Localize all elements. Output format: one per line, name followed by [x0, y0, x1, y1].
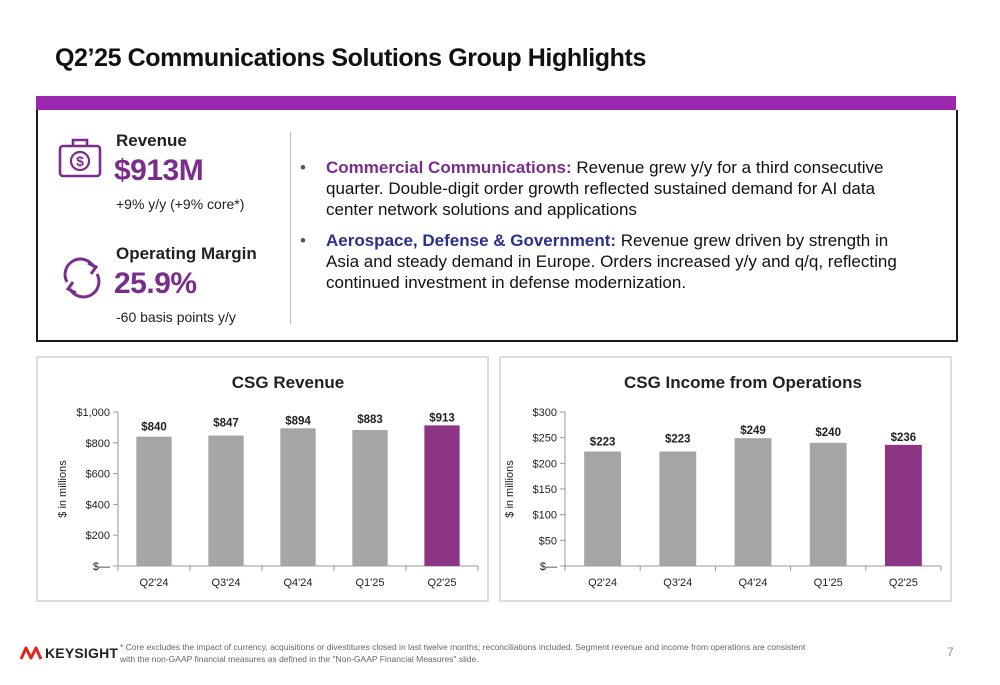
x-tick-label: Q3'24: [211, 577, 240, 589]
x-tick-label: Q2'25: [889, 577, 918, 589]
x-tick-label: Q2'24: [139, 577, 168, 589]
data-label: $240: [815, 427, 841, 439]
x-tick-label: Q4'24: [738, 577, 767, 589]
bar-Q225: [424, 425, 460, 566]
page-number: 7: [947, 645, 954, 659]
y-axis-label: $ in millions: [504, 460, 516, 518]
bullet-dot: •: [300, 231, 306, 250]
y-axis-label: $ in millions: [57, 460, 69, 518]
keysight-logo: KEYSIGHT: [20, 645, 118, 661]
data-label: $249: [740, 425, 766, 437]
y-tick-label: $1,000: [76, 407, 110, 419]
bullet-text: Revenue grew y/y for a third consecutive…: [326, 158, 884, 219]
y-tick-label: $600: [86, 469, 110, 481]
y-tick-label: $250: [533, 433, 557, 445]
bullet-dot: •: [300, 158, 306, 177]
revenue-label: Revenue: [116, 131, 187, 150]
y-tick-label: $400: [86, 499, 110, 511]
revenue-value: $913M: [114, 154, 204, 187]
data-label: $883: [357, 414, 383, 426]
bar-Q125: [352, 430, 388, 566]
x-tick-label: Q4'24: [283, 577, 312, 589]
chart-title: CSG Revenue: [232, 373, 344, 392]
bullet-text: Revenue grew driven by strength in Asia …: [326, 231, 897, 292]
chart-title: CSG Income from Operations: [624, 373, 862, 392]
bar-Q225: [884, 444, 922, 566]
logo-text: KEYSIGHT: [45, 645, 119, 661]
data-label: $913: [429, 412, 455, 424]
y-tick-label: $100: [533, 510, 557, 522]
bullet-aerospace-defense: • Aerospace, Defense & Government: Revenu…: [300, 230, 900, 293]
y-tick-label: $—: [540, 561, 557, 573]
data-label: $840: [141, 422, 167, 434]
bar-Q125: [809, 442, 847, 566]
highlight-bullets: • Commercial Communications: Revenue grew…: [300, 157, 900, 303]
y-tick-label: $300: [533, 407, 557, 419]
y-tick-label: $200: [533, 458, 557, 470]
svg-text:$: $: [76, 153, 84, 169]
bullet-heading: Aerospace, Defense & Government:: [326, 231, 617, 250]
operating-margin-change: -60 basis points y/y: [116, 309, 236, 325]
y-tick-label: $200: [86, 530, 110, 542]
x-tick-label: Q3'24: [663, 577, 692, 589]
refresh-cycle-icon: [63, 257, 101, 299]
x-tick-label: Q2'25: [427, 577, 456, 589]
bar-Q424: [280, 428, 316, 566]
y-tick-label: $—: [93, 561, 110, 573]
csg-revenue-chart: CSG Revenue $ in millions $— $200 $400 $600 $8…: [57, 373, 479, 589]
csg-income-chart: CSG Income from Operations $ in millions $…: [504, 373, 942, 589]
data-label: $847: [213, 418, 239, 430]
bar-Q224: [584, 451, 622, 566]
bar-Q424: [734, 438, 772, 566]
data-label: $223: [590, 437, 616, 449]
keysight-wave-icon: [20, 646, 42, 660]
divider: [290, 132, 291, 324]
bullet-commercial-communications: • Commercial Communications: Revenue grew…: [300, 157, 900, 220]
csg-revenue-chart-panel: CSG Revenue $ in millions $— $200 $400 $600 $8…: [36, 356, 489, 602]
csg-income-chart-panel: CSG Income from Operations $ in millions $…: [499, 356, 952, 602]
bullet-heading: Commercial Communications:: [326, 158, 572, 177]
operating-margin-label: Operating Margin: [116, 244, 257, 263]
x-tick-label: Q1'25: [355, 577, 384, 589]
x-tick-label: Q1'25: [814, 577, 843, 589]
data-label: $894: [285, 415, 311, 427]
revenue-growth: +9% y/y (+9% core*): [116, 196, 245, 212]
data-label: $223: [665, 434, 691, 446]
footnote: * Core excludes the impact of currency, …: [120, 642, 806, 664]
bar-Q224: [136, 436, 172, 566]
money-bag-icon: $: [58, 138, 102, 178]
slide-title: Q2’25 Communications Solutions Group Hig…: [55, 44, 646, 72]
y-tick-label: $800: [86, 438, 110, 450]
accent-bar: [36, 96, 956, 110]
y-tick-label: $50: [539, 535, 557, 547]
bar-Q324: [208, 435, 244, 566]
data-label: $236: [891, 432, 917, 444]
highlights-box: [36, 110, 958, 342]
bar-Q324: [659, 451, 697, 566]
y-tick-label: $150: [533, 484, 557, 496]
operating-margin-value: 25.9%: [114, 267, 197, 300]
x-tick-label: Q2'24: [588, 577, 617, 589]
